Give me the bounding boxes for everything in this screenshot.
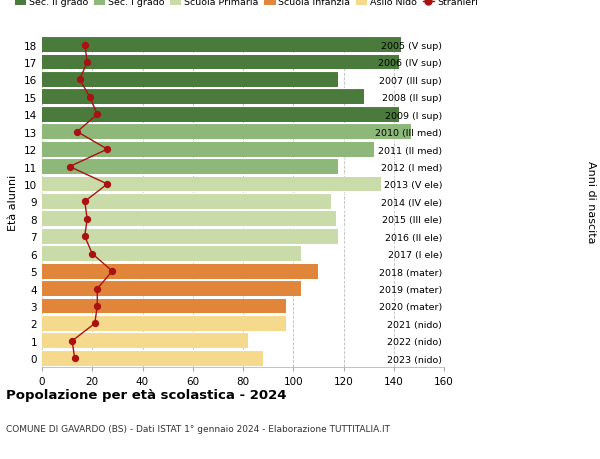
Point bbox=[103, 146, 112, 153]
Bar bbox=[42, 195, 331, 209]
Point bbox=[67, 337, 77, 345]
Point bbox=[92, 302, 102, 310]
Bar bbox=[42, 38, 401, 53]
Point bbox=[80, 198, 89, 206]
Bar bbox=[42, 351, 263, 366]
Point bbox=[103, 181, 112, 188]
Bar bbox=[42, 90, 364, 105]
Point bbox=[92, 285, 102, 292]
Text: Popolazione per età scolastica - 2024: Popolazione per età scolastica - 2024 bbox=[6, 388, 287, 401]
Bar bbox=[42, 230, 338, 244]
Point bbox=[107, 268, 117, 275]
Legend: Sec. II grado, Sec. I grado, Scuola Primaria, Scuola Infanzia, Asilo Nido, Stran: Sec. II grado, Sec. I grado, Scuola Prim… bbox=[14, 0, 478, 7]
Point bbox=[85, 94, 95, 101]
Bar bbox=[42, 299, 286, 313]
Bar bbox=[42, 107, 399, 123]
Bar bbox=[42, 212, 336, 227]
Bar bbox=[42, 177, 381, 192]
Point bbox=[65, 163, 74, 171]
Point bbox=[90, 320, 100, 327]
Point bbox=[73, 129, 82, 136]
Bar bbox=[42, 142, 374, 157]
Point bbox=[80, 233, 89, 241]
Point bbox=[70, 355, 79, 362]
Bar bbox=[42, 334, 248, 348]
Bar bbox=[42, 73, 338, 88]
Bar bbox=[42, 281, 301, 297]
Point bbox=[82, 216, 92, 223]
Bar bbox=[42, 316, 286, 331]
Point bbox=[88, 251, 97, 258]
Bar bbox=[42, 247, 301, 262]
Bar bbox=[42, 160, 338, 174]
Point bbox=[82, 59, 92, 67]
Text: Anni di nascita: Anni di nascita bbox=[586, 161, 596, 243]
Bar bbox=[42, 264, 319, 279]
Bar bbox=[42, 56, 399, 70]
Point bbox=[80, 42, 89, 49]
Y-axis label: Età alunni: Età alunni bbox=[8, 174, 19, 230]
Text: COMUNE DI GAVARDO (BS) - Dati ISTAT 1° gennaio 2024 - Elaborazione TUTTITALIA.IT: COMUNE DI GAVARDO (BS) - Dati ISTAT 1° g… bbox=[6, 425, 390, 434]
Bar bbox=[42, 125, 412, 140]
Point bbox=[92, 112, 102, 119]
Point bbox=[75, 77, 85, 84]
